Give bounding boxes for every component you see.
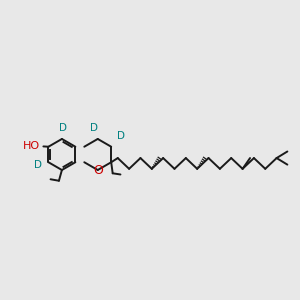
Text: O: O — [93, 164, 103, 176]
Text: D: D — [90, 123, 98, 133]
Text: D: D — [58, 123, 67, 133]
Text: D: D — [34, 160, 42, 170]
Text: HO: HO — [23, 141, 40, 151]
Text: D: D — [117, 131, 125, 141]
